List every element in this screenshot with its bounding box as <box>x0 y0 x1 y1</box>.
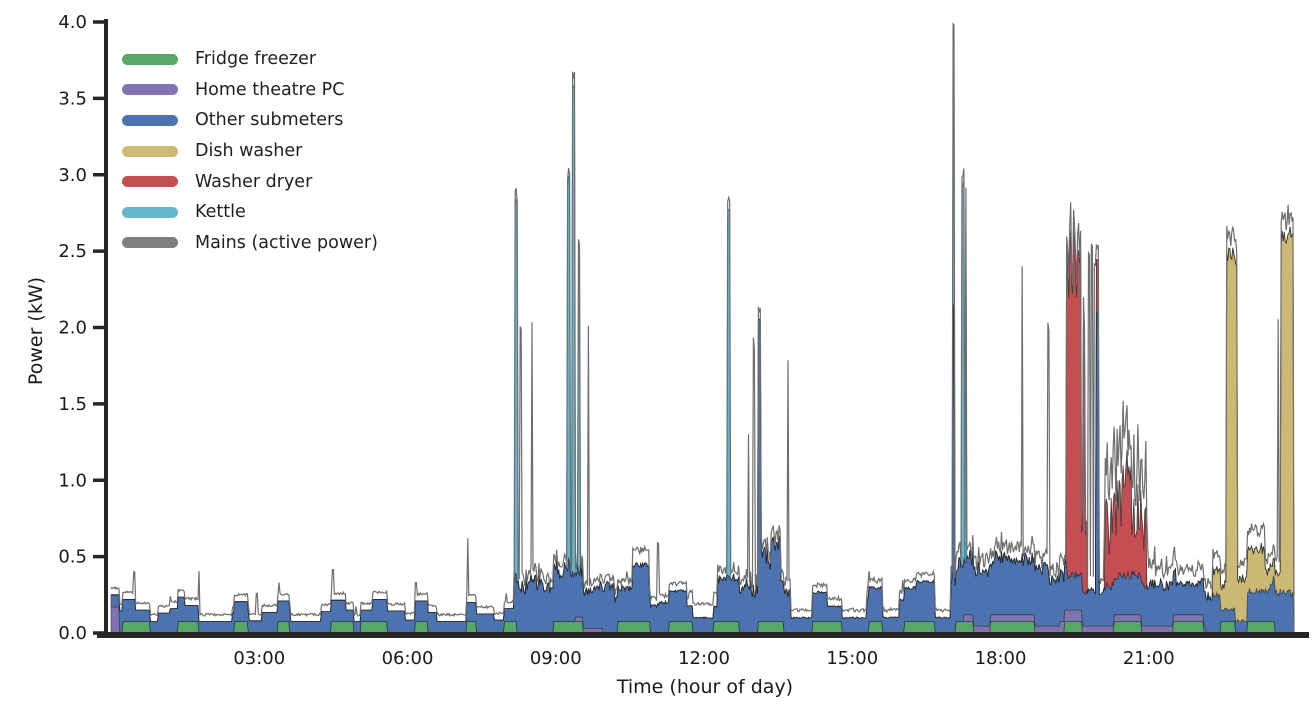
legend-swatch <box>122 206 178 218</box>
y-axis-ticks: 0.0 0.5 1.0 1.5 2.0 2.5 3.0 3.5 4.0 <box>58 12 106 644</box>
y-tick-label: 0.5 <box>58 547 87 568</box>
x-tick-label: 21:00 <box>1123 648 1175 669</box>
x-tick-label: 18:00 <box>975 648 1027 669</box>
x-axis-ticks: 03:00 06:00 09:00 12:00 15:00 18:00 21:00 <box>233 648 1174 669</box>
legend-item-home-theatre-pc: Home theatre PC <box>122 75 378 106</box>
x-tick-label: 06:00 <box>382 648 434 669</box>
legend-item-label: Fridge freezer <box>195 49 317 70</box>
legend-swatch <box>122 145 178 157</box>
legend-swatch <box>122 53 178 65</box>
y-tick-label: 1.0 <box>58 470 87 491</box>
y-axis-label: Power (kW) <box>25 276 47 386</box>
legend-item-label: Home theatre PC <box>195 79 345 100</box>
legend-item-other-submeters: Other submeters <box>122 105 378 136</box>
y-tick-label: 1.5 <box>58 394 87 415</box>
legend-item-dish-washer: Dish washer <box>122 136 378 167</box>
legend-swatch <box>122 114 178 126</box>
legend-item-mains-active-power-: Mains (active power) <box>122 228 378 259</box>
y-tick-label: 2.5 <box>58 241 87 262</box>
y-tick-label: 3.5 <box>58 88 87 109</box>
x-tick-label: 12:00 <box>678 648 730 669</box>
x-tick-label: 15:00 <box>826 648 878 669</box>
legend-item-washer-dryer: Washer dryer <box>122 166 378 197</box>
y-tick-label: 0.0 <box>58 623 87 644</box>
legend-swatch <box>122 176 178 188</box>
x-axis-label: Time (hour of day) <box>616 676 794 698</box>
y-tick-label: 3.0 <box>58 165 87 186</box>
x-tick-label: 09:00 <box>530 648 582 669</box>
x-tick-label: 03:00 <box>233 648 285 669</box>
legend-item-label: Other submeters <box>195 110 344 131</box>
legend-item-fridge-freezer: Fridge freezer <box>122 44 378 75</box>
legend-item-label: Mains (active power) <box>195 232 378 253</box>
legend-item-label: Dish washer <box>195 141 303 162</box>
legend-item-kettle: Kettle <box>122 197 378 228</box>
legend-swatch <box>122 237 178 249</box>
y-tick-label: 2.0 <box>58 318 87 339</box>
y-tick-label: 4.0 <box>58 12 87 33</box>
legend-swatch <box>122 84 178 96</box>
mains-active-power-line <box>110 22 1295 634</box>
legend-item-label: Kettle <box>195 202 246 223</box>
legend: Fridge freezer Home theatre PC Other subme… <box>122 44 378 258</box>
legend-item-label: Washer dryer <box>195 171 313 192</box>
x-axis-spine <box>97 632 1309 638</box>
